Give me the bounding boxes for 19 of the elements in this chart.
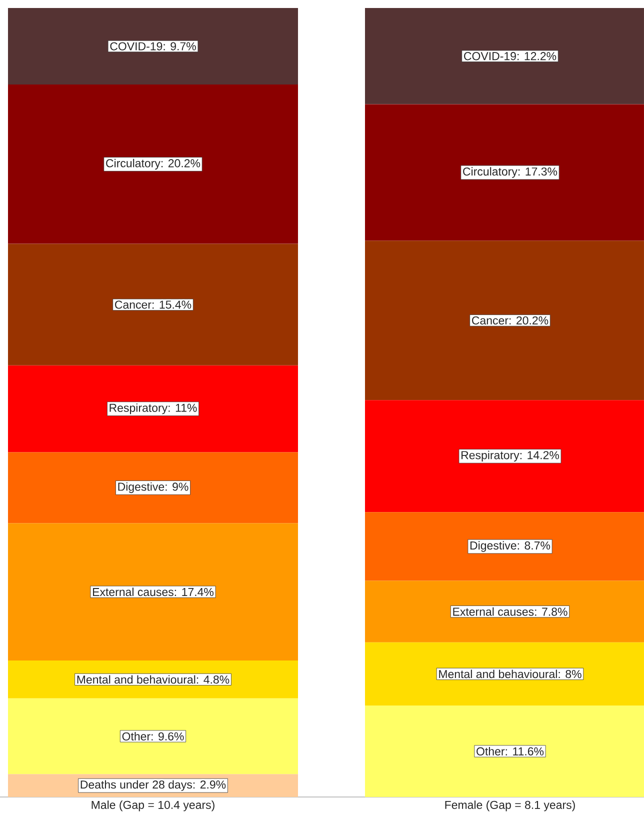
data-label: Circulatory: 17.3% [463,167,558,178]
data-label: Cancer: 15.4% [115,300,192,309]
data-label: Respiratory: 14.2% [462,450,560,462]
data-label: COVID-19: 12.2% [464,52,556,60]
data-label: Respiratory: 11% [110,403,197,414]
data-label: Other: 11.6% [476,747,544,756]
x-tick-label: Female (Gap = 8.1 years) [445,800,575,812]
data-label: Circulatory: 20.2% [106,158,200,170]
data-label: Mental and behavioural: 8% [439,670,582,678]
data-label: Mental and behavioural: 4.8% [77,675,230,684]
data-label: Digestive: 9% [118,482,188,494]
data-label: Cancer: 20.2% [472,316,548,325]
data-label: Digestive: 8.7% [470,541,550,552]
data-label: COVID-19: 9.7% [110,42,196,50]
data-label: Other: 9.6% [122,732,184,740]
data-label: External causes: 17.4% [93,588,214,596]
data-label: External causes: 7.8% [453,607,568,616]
x-tick-label: Male (Gap = 10.4 years) [92,800,214,812]
data-label: Deaths under 28 days: 2.9% [80,780,226,791]
